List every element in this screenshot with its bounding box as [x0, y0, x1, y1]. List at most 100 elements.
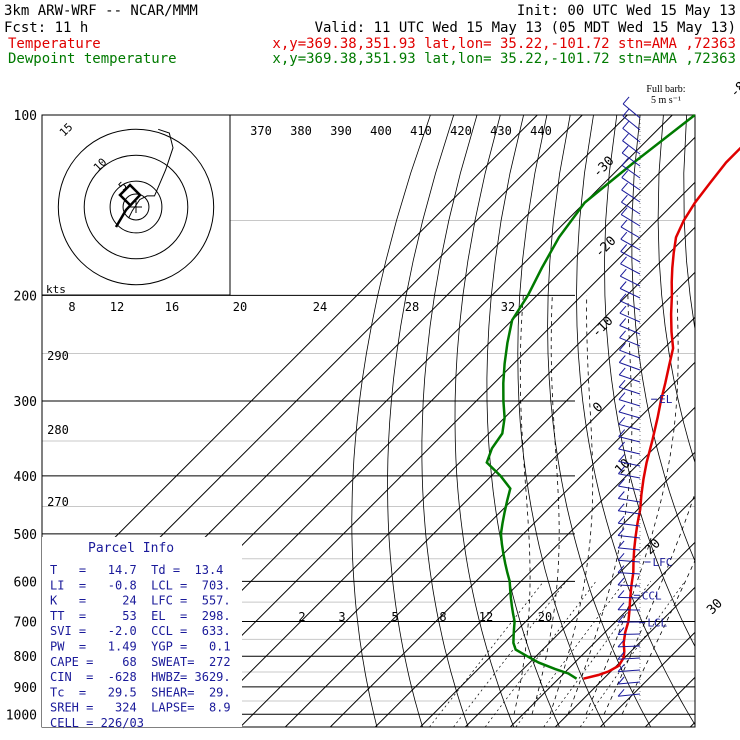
- dry-adiabat-line: [454, 115, 515, 727]
- hodograph-units: kts: [46, 283, 66, 296]
- dry-adiabat-line: [547, 115, 652, 727]
- wind-barb-staff: [617, 657, 641, 660]
- isotherm-line: [194, 226, 695, 727]
- wind-barb-flag: [617, 664, 625, 672]
- wind-barb-staff: [617, 596, 641, 599]
- dry-adiabat-line: [576, 115, 695, 726]
- mixing-ratio-label: 5: [391, 610, 398, 624]
- wind-barb-staff: [622, 103, 641, 119]
- parcel-info-line: LI = -0.8 LCL = 703.: [50, 578, 231, 592]
- parcel-info-box: Parcel Info T = 14.7 Td = 13.4LI = -0.8 L…: [42, 537, 242, 730]
- isotherm-tick-label: 20: [642, 536, 664, 558]
- wind-barb-staff: [621, 189, 641, 203]
- parcel-info-line: T = 14.7 Td = 13.4: [50, 563, 223, 577]
- theta-e-label: 270: [47, 495, 69, 509]
- moist-adiabat-line: [513, 295, 531, 715]
- wind-barb-staff: [618, 522, 641, 527]
- wind-barb-flag: [617, 515, 625, 524]
- isotherm-tick-label: -20: [592, 234, 619, 261]
- wind-barb-staff: [618, 411, 641, 419]
- isotherm-line: [149, 181, 695, 727]
- theta-e-label: 290: [47, 349, 69, 363]
- wind-barb-staff: [620, 238, 641, 251]
- pressure-tick-label: 400: [14, 470, 37, 485]
- wind-barb-staff: [620, 226, 641, 239]
- dewpoint-line: [485, 114, 696, 680]
- temperature-line: [583, 146, 740, 680]
- legend-temperature-info: x,y=369.38,351.93 lat,lon= 35.22,-101.72…: [272, 36, 736, 52]
- legend-temperature-label: Temperature: [8, 36, 101, 52]
- wind-barb-staff: [619, 349, 641, 359]
- wind-barb-flag: [617, 688, 625, 697]
- wind-barb-flag: [618, 392, 626, 400]
- mixing-ratio-line: [484, 581, 597, 727]
- isotherm-line: [464, 496, 695, 727]
- wind-barb-staff: [618, 399, 641, 407]
- pressure-tick-label: 200: [14, 289, 37, 304]
- theta-label: 400: [370, 124, 392, 138]
- wind-barb-flag: [618, 441, 625, 450]
- wind-barb-flag: [619, 342, 626, 351]
- parcel-info-line: SVI = -2.0 CCL = 633.: [50, 624, 231, 638]
- dry-adiabat-line: [709, 115, 740, 727]
- theta-label: 410: [410, 124, 432, 138]
- wind-barb-flag: [618, 466, 625, 475]
- parcel-info-line: CAPE = 68 SWEAT= 272: [50, 655, 231, 669]
- parcel-info-line: CIN = -628 HWBZ= 3629.: [50, 670, 231, 684]
- wind-barb-staff: [618, 693, 641, 697]
- full-barb-note: Full barb:: [646, 84, 685, 95]
- moist-adiabat-line: [585, 295, 679, 715]
- wind-barb-staff: [618, 547, 641, 551]
- level-label-lfc: LFC: [653, 556, 673, 569]
- wind-barb-flag: [618, 429, 626, 437]
- wind-barb-staff: [618, 460, 641, 467]
- isotherm-tick-label: -80: [728, 74, 740, 101]
- parcel-info-line: TT = 53 EL = 298.: [50, 609, 231, 623]
- theta-label: 380: [290, 124, 312, 138]
- hodograph-ring: [83, 154, 189, 260]
- parcel-info-line: SREH = 324 LAPSE= 8.9: [50, 701, 231, 715]
- parcel-info-line: K = 24 LFC = 557.: [50, 594, 231, 608]
- wind-barb-flag: [619, 305, 627, 314]
- wind-barb-flag: [617, 614, 625, 623]
- wind-barb-flag: [617, 651, 625, 660]
- wind-barb-staff: [619, 362, 641, 371]
- valid-time: Valid: 11 UTC Wed 15 May 13 (05 MDT Wed …: [315, 20, 736, 36]
- sounding-curves: [485, 114, 740, 680]
- mixing-ratio-label: 12: [479, 610, 493, 624]
- wind-barb-staff: [621, 177, 641, 191]
- isotherm-line: [419, 451, 695, 727]
- mixing-ratio-label: 20: [538, 610, 552, 624]
- wind-barb-staff: [621, 152, 641, 167]
- wind-barb-flag: [618, 454, 625, 462]
- wind-barb-flag: [620, 244, 628, 252]
- wind-barb-flag: [618, 478, 625, 487]
- wind-barb-flag: [618, 355, 626, 363]
- wind-barb-staff: [618, 535, 641, 539]
- mixing-ratio-line: [579, 581, 686, 727]
- wind-barb-flag: [620, 219, 628, 228]
- theta-label: 420: [450, 124, 472, 138]
- wind-barb-flag: [621, 170, 629, 178]
- hodograph-ring: [122, 193, 150, 221]
- wind-barb-flag: [618, 416, 626, 425]
- parcel-info-title: Parcel Info: [88, 541, 174, 556]
- wind-barb-flag: [620, 231, 628, 240]
- pressure-tick-label: 900: [14, 681, 37, 696]
- wind-barb-flag: [621, 145, 629, 154]
- moist-adiabat-line: [621, 559, 695, 715]
- wind-barb-flag: [617, 540, 625, 549]
- wind-barb-flag: [621, 182, 628, 191]
- axis-labels: 1002003004005006007008009001000-80-70-60…: [0, 0, 740, 723]
- wind-barb-staff: [620, 251, 641, 263]
- wind-barb-flag: [619, 293, 627, 302]
- wind-barb-staff: [620, 263, 641, 275]
- legend-dewpoint-label: Dewpoint temperature: [8, 51, 177, 67]
- wind-barb-flag: [617, 676, 625, 685]
- wind-barb-flag: [618, 367, 626, 376]
- wind-barb-staff: [622, 140, 641, 155]
- dry-adiabat-line: [631, 115, 695, 563]
- wind-barb-flag: [621, 194, 628, 203]
